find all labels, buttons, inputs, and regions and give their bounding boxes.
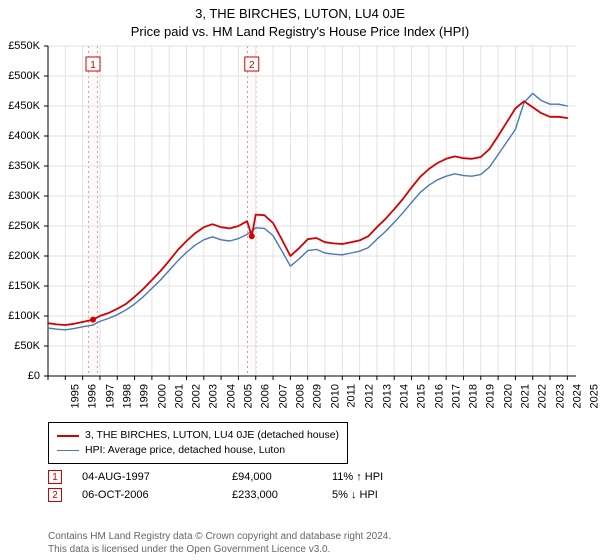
y-tick-label: £250K [0,220,40,232]
event-date: 04-AUG-1997 [82,468,232,486]
x-tick-label: 2022 [537,384,549,408]
x-tick-label: 2010 [329,384,341,408]
footer-line1: Contains HM Land Registry data © Crown c… [48,530,391,543]
event-hpi-delta: 5% ↓ HPI [332,486,442,504]
y-tick-label: £300K [0,190,40,202]
x-tick-label: 2003 [208,384,220,408]
event-row: 1 04-AUG-1997£94,00011% ↑ HPI [48,468,442,486]
x-tick-label: 2016 [433,384,445,408]
x-tick-label: 1995 [69,384,81,408]
x-tick-label: 2025 [589,384,600,408]
y-tick-label: £200K [0,250,40,262]
x-tick-label: 1998 [121,384,133,408]
y-tick-label: £150K [0,280,40,292]
event-price: £94,000 [232,468,332,486]
x-tick-label: 2001 [173,384,185,408]
chart-legend: 3, THE BIRCHES, LUTON, LU4 0JE (detached… [48,422,348,464]
event-date: 06-OCT-2006 [82,486,232,504]
x-tick-label: 2006 [260,384,272,408]
x-tick-label: 2018 [468,384,480,408]
legend-swatch [57,435,79,437]
svg-text:2: 2 [249,60,255,71]
x-tick-label: 1999 [139,384,151,408]
event-marker: 2 [48,488,62,502]
event-row: 2 06-OCT-2006£233,0005% ↓ HPI [48,486,442,504]
y-tick-label: £500K [0,70,40,82]
x-tick-label: 2015 [416,384,428,408]
y-tick-label: £350K [0,160,40,172]
legend-label: HPI: Average price, detached house, Luto… [85,443,285,458]
x-tick-label: 2000 [156,384,168,408]
x-tick-label: 2019 [485,384,497,408]
x-tick-label: 1997 [104,384,116,408]
y-tick-label: £400K [0,130,40,142]
x-tick-label: 2014 [398,384,410,408]
x-tick-label: 2020 [502,384,514,408]
y-tick-label: £550K [0,40,40,52]
footer-line2: This data is licensed under the Open Gov… [48,543,391,556]
event-marker: 1 [48,470,62,484]
event-hpi-delta: 11% ↑ HPI [332,468,442,486]
y-tick-label: £100K [0,310,40,322]
y-tick-label: £450K [0,100,40,112]
legend-item: 3, THE BIRCHES, LUTON, LU4 0JE (detached… [57,428,339,443]
x-tick-label: 2004 [225,384,237,408]
x-tick-label: 2005 [243,384,255,408]
events-table: 1 04-AUG-1997£94,00011% ↑ HPI 2 06-OCT-2006… [48,468,442,504]
x-tick-label: 2009 [312,384,324,408]
x-tick-label: 2013 [381,384,393,408]
x-tick-label: 2017 [450,384,462,408]
legend-swatch [57,450,79,452]
x-tick-label: 2002 [191,384,203,408]
event-price: £233,000 [232,486,332,504]
x-tick-label: 2021 [520,384,532,408]
price-chart: 12 [0,0,600,380]
x-tick-label: 2012 [364,384,376,408]
x-tick-label: 2023 [554,384,566,408]
footer-attribution: Contains HM Land Registry data © Crown c… [48,530,391,556]
x-tick-label: 2011 [346,384,358,408]
y-tick-label: £50K [0,340,40,352]
x-tick-label: 1996 [87,384,99,408]
x-tick-label: 2008 [295,384,307,408]
y-tick-label: £0 [0,370,40,382]
legend-item: HPI: Average price, detached house, Luto… [57,443,339,458]
x-tick-label: 2024 [572,384,584,408]
legend-label: 3, THE BIRCHES, LUTON, LU4 0JE (detached… [85,428,339,443]
svg-text:1: 1 [90,60,96,71]
x-tick-label: 2007 [277,384,289,408]
